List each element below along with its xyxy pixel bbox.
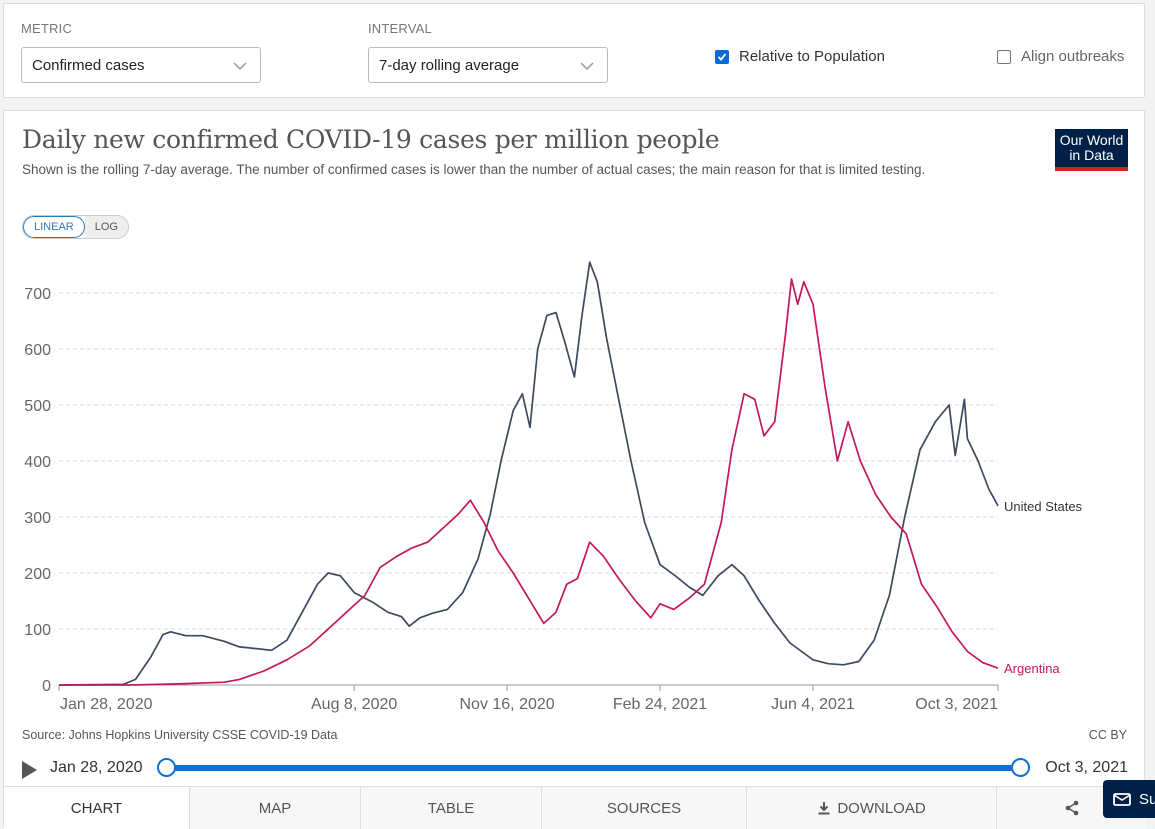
tab-sources[interactable]: SOURCES — [542, 787, 747, 829]
tab-download[interactable]: DOWNLOAD — [747, 787, 997, 829]
line-chart: 0 100 200 300 400 500 600 700 Jan 28, 2020 Aug 8… — [24, 261, 1083, 713]
relative-population-checkbox[interactable]: Relative to Population — [715, 48, 885, 65]
y-tick-label: 100 — [24, 622, 51, 639]
tab-download-label: DOWNLOAD — [837, 799, 926, 817]
owid-logo[interactable]: Our World in Data — [1055, 129, 1128, 171]
y-tick-label: 0 — [42, 678, 51, 695]
x-tick-label: Feb 24, 2021 — [613, 696, 707, 713]
tab-bar: CHART MAP TABLE SOURCES DOWNLOAD — [4, 786, 1146, 829]
grid-lines — [59, 292, 998, 686]
x-tick-label: Jan 28, 2020 — [60, 696, 153, 713]
scale-log-button[interactable]: LOG — [84, 216, 128, 238]
align-outbreaks-label: Align outbreaks — [1021, 48, 1125, 65]
series-lines — [58, 261, 999, 686]
logo-line-1: Our World — [1059, 132, 1124, 148]
y-tick-label: 700 — [24, 286, 51, 303]
subscribe-label: Su — [1139, 790, 1155, 808]
license-link[interactable]: CC BY — [1088, 728, 1127, 742]
source-note: Source: Johns Hopkins University CSSE CO… — [22, 728, 338, 742]
timeline-track[interactable] — [166, 765, 1018, 771]
chevron-down-icon — [233, 62, 247, 71]
chart-subtitle: Shown is the rolling 7-day average. The … — [22, 162, 926, 177]
y-tick-label: 400 — [24, 454, 51, 471]
timeline-start-handle[interactable] — [157, 758, 176, 777]
x-tick-label: Aug 8, 2020 — [311, 696, 397, 713]
download-icon — [818, 802, 830, 815]
interval-select[interactable]: 7-day rolling average — [368, 47, 608, 83]
chevron-down-icon — [580, 62, 594, 71]
timeline: Jan 28, 2020 Oct 3, 2021 — [22, 757, 1128, 781]
y-axis: 0 100 200 300 400 500 600 700 — [24, 286, 51, 695]
series-line-argentina[interactable] — [59, 278, 999, 686]
align-outbreaks-checkbox[interactable]: Align outbreaks — [997, 48, 1124, 65]
series-label[interactable]: Argentina — [1004, 661, 1060, 676]
interval-select-value: 7-day rolling average — [379, 56, 520, 74]
tab-table[interactable]: TABLE — [361, 787, 542, 829]
y-tick-label: 600 — [24, 342, 51, 359]
relative-population-label: Relative to Population — [739, 48, 885, 65]
metric-select[interactable]: Confirmed cases — [21, 47, 261, 83]
checkbox-checked-icon[interactable] — [715, 49, 729, 64]
series-label[interactable]: United States — [1004, 499, 1083, 514]
y-tick-label: 200 — [24, 566, 51, 583]
interval-label: INTERVAL — [368, 21, 432, 36]
checkbox-unchecked-icon[interactable] — [997, 49, 1011, 64]
logo-line-2: in Data — [1069, 147, 1114, 163]
x-tick-label: Oct 3, 2021 — [915, 696, 998, 713]
scale-linear-button[interactable]: LINEAR — [23, 216, 85, 238]
x-tick-label: Jun 4, 2021 — [771, 696, 855, 713]
x-tick-label: Nov 16, 2020 — [459, 696, 554, 713]
timeline-start-label: Jan 28, 2020 — [50, 759, 143, 776]
tab-chart[interactable]: CHART — [4, 787, 190, 829]
metric-select-value: Confirmed cases — [32, 56, 145, 74]
y-tick-label: 500 — [24, 398, 51, 415]
tab-map[interactable]: MAP — [190, 787, 361, 829]
chart-title: Daily new confirmed COVID-19 cases per m… — [22, 125, 720, 154]
chart-card: Daily new confirmed COVID-19 cases per m… — [3, 110, 1146, 829]
y-tick-label: 300 — [24, 510, 51, 527]
series-labels: United States Argentina — [1004, 499, 1083, 676]
series-line-united-states[interactable] — [58, 261, 999, 686]
controls-panel: METRIC Confirmed cases INTERVAL 7-day ro… — [3, 3, 1145, 98]
play-icon[interactable] — [22, 761, 37, 779]
x-axis: Jan 28, 2020 Aug 8, 2020 Nov 16, 2020 Feb 2… — [58, 685, 999, 713]
metric-label: METRIC — [21, 21, 73, 36]
share-icon — [1065, 800, 1078, 816]
timeline-end-label: Oct 3, 2021 — [1045, 759, 1128, 776]
scale-toggle: LINEAR LOG — [22, 215, 129, 239]
mail-icon — [1113, 793, 1131, 806]
subscribe-button[interactable]: Su — [1103, 780, 1155, 818]
timeline-end-handle[interactable] — [1011, 758, 1030, 777]
